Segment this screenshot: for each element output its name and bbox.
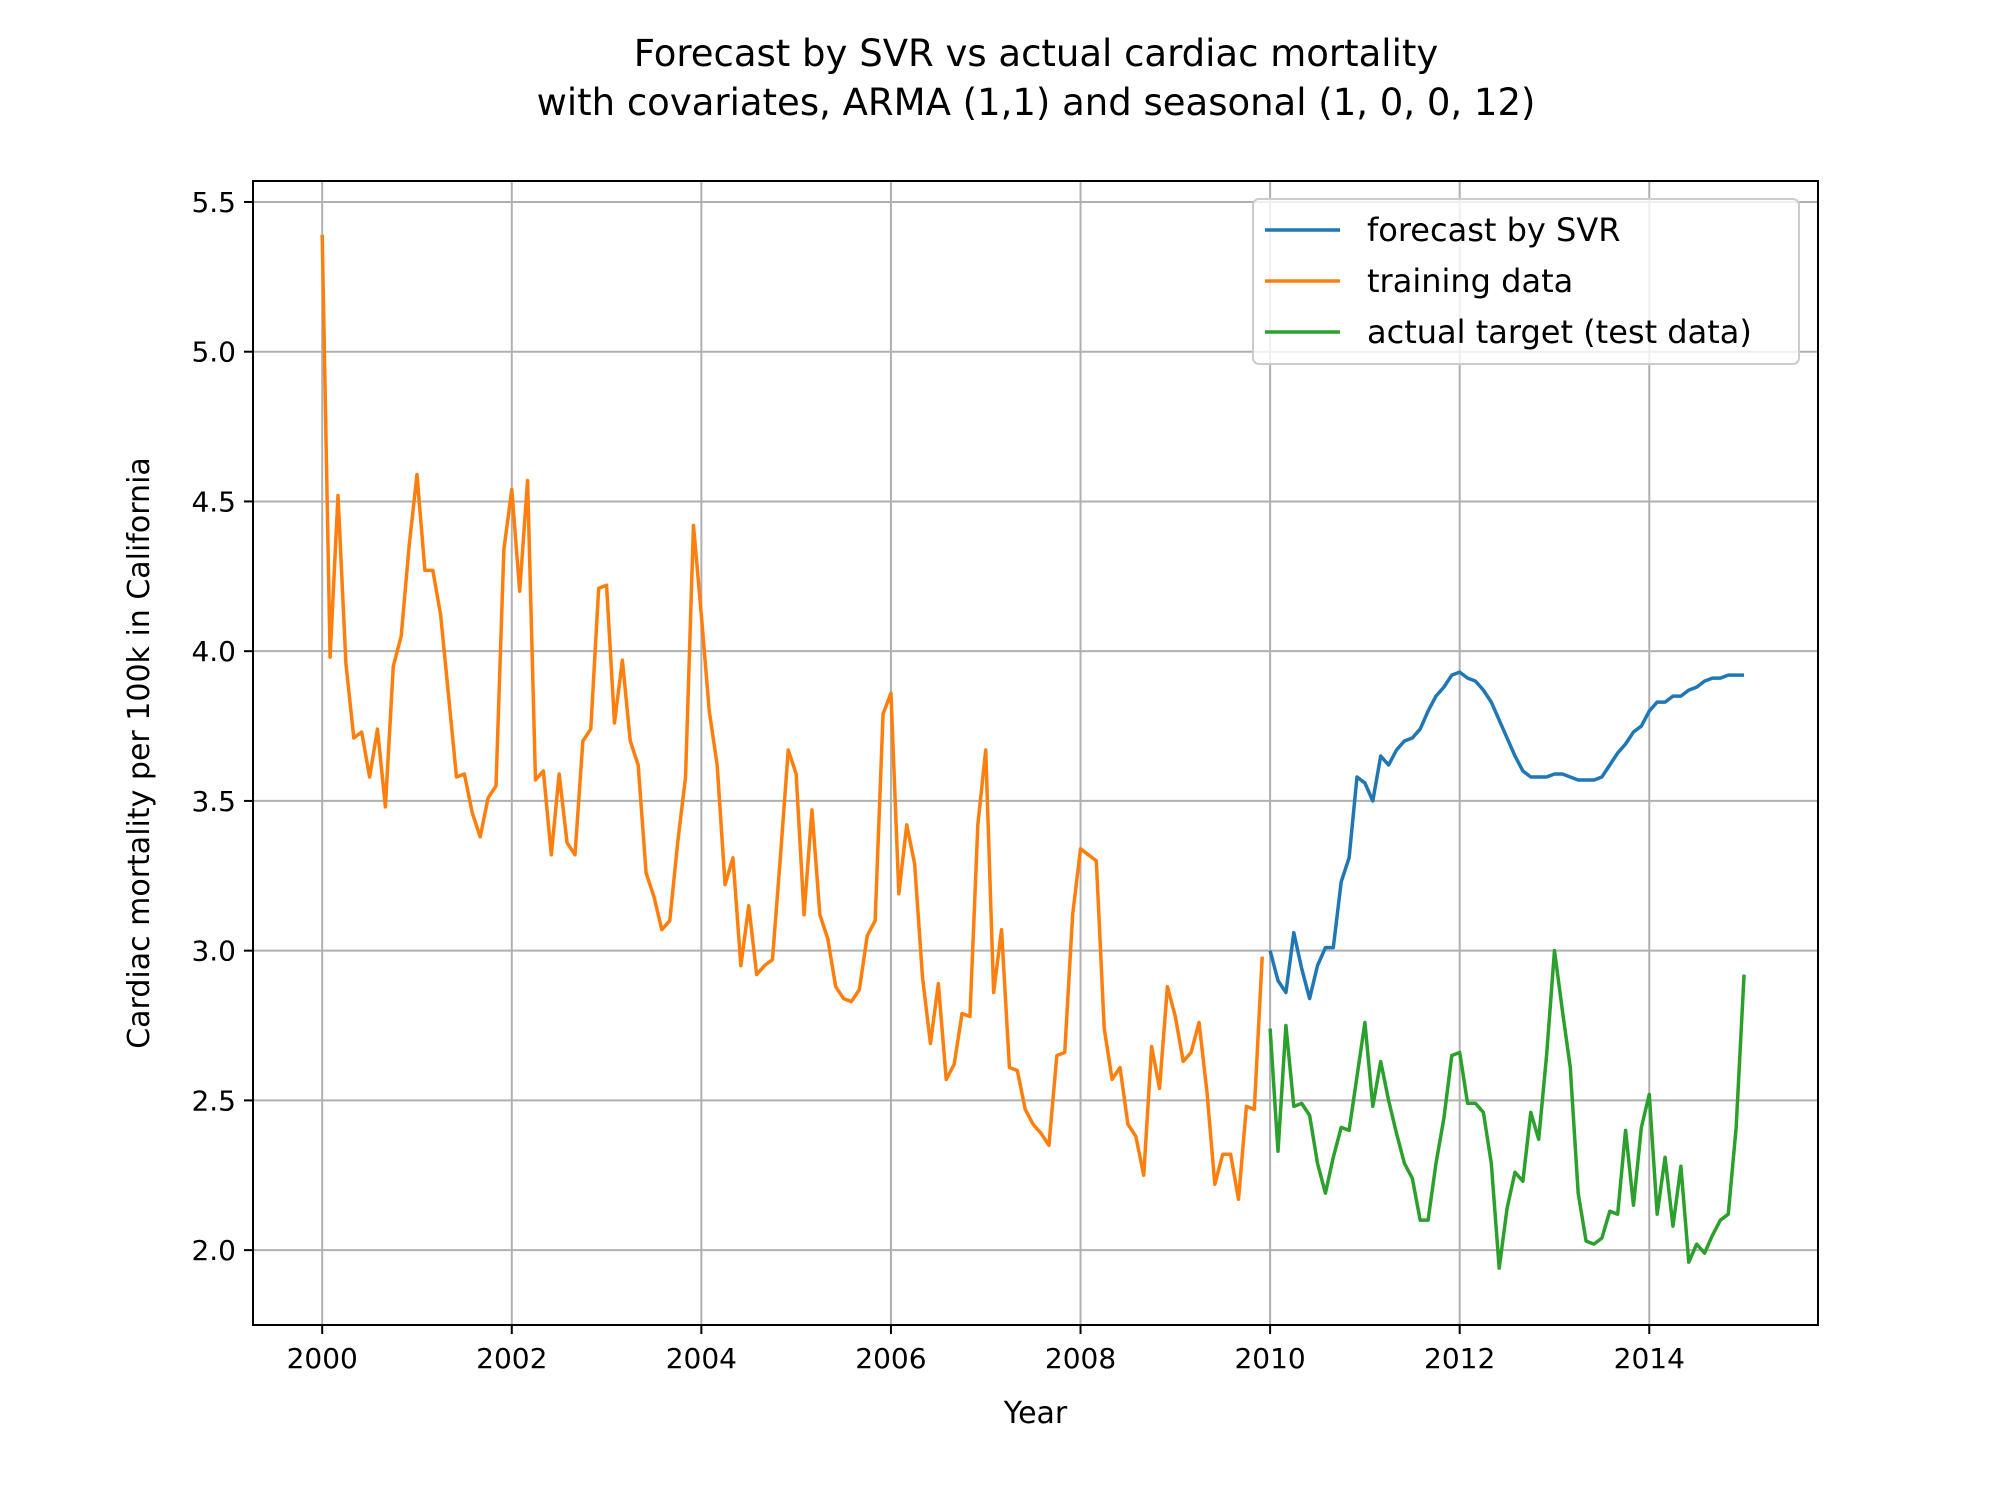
y-tick-label: 3.0 [191,935,236,968]
x-tick-label: 2012 [1424,1342,1495,1375]
x-tick-label: 2008 [1045,1342,1116,1375]
series-line-actual-target-test-data [1268,948,1746,1270]
x-axis-label: Year [1003,1396,1068,1431]
y-axis-label: Cardiac mortality per 100k in California [122,457,157,1049]
legend-label-forecast-by-svr: forecast by SVR [1367,211,1620,249]
y-tick-label: 3.5 [191,785,236,818]
y-tick-label: 5.0 [191,336,236,369]
grid [253,181,1818,1325]
x-tick-label: 2000 [287,1342,358,1375]
legend-label-training-data: training data [1367,262,1573,300]
x-tick-label: 2010 [1234,1342,1305,1375]
y-tick-label: 2.5 [191,1084,236,1117]
x-tick-label: 2014 [1614,1342,1685,1375]
legend-label-actual-target-test-data: actual target (test data) [1367,313,1752,351]
series-group [320,234,1746,1270]
legend: forecast by SVR training data actual targe… [1252,198,1800,365]
y-tick-label: 2.0 [191,1234,236,1267]
chart-title-line-2: with covariates, ARMA (1,1) and seasonal… [537,81,1536,124]
y-tick-label: 4.5 [191,485,236,518]
x-tick-label: 2006 [855,1342,926,1375]
plot-frame [252,180,1819,1326]
series-line-training-data [320,234,1264,1201]
chart-title-line-1: Forecast by SVR vs actual cardiac mortal… [634,32,1439,75]
axis-ticks: 2000 2002 2004 2006 2008 2010 2012 2014 2.0 2.5 3.… [191,186,1684,1375]
y-tick-label: 5.5 [191,186,236,219]
y-tick-label: 4.0 [191,635,236,668]
legend-entries: forecast by SVR training data actual targe… [1265,211,1752,351]
legend-frame [1252,198,1800,365]
x-tick-label: 2002 [476,1342,547,1375]
series-line-forecast-by-svr [1268,670,1745,1001]
x-tick-label: 2004 [666,1342,737,1375]
